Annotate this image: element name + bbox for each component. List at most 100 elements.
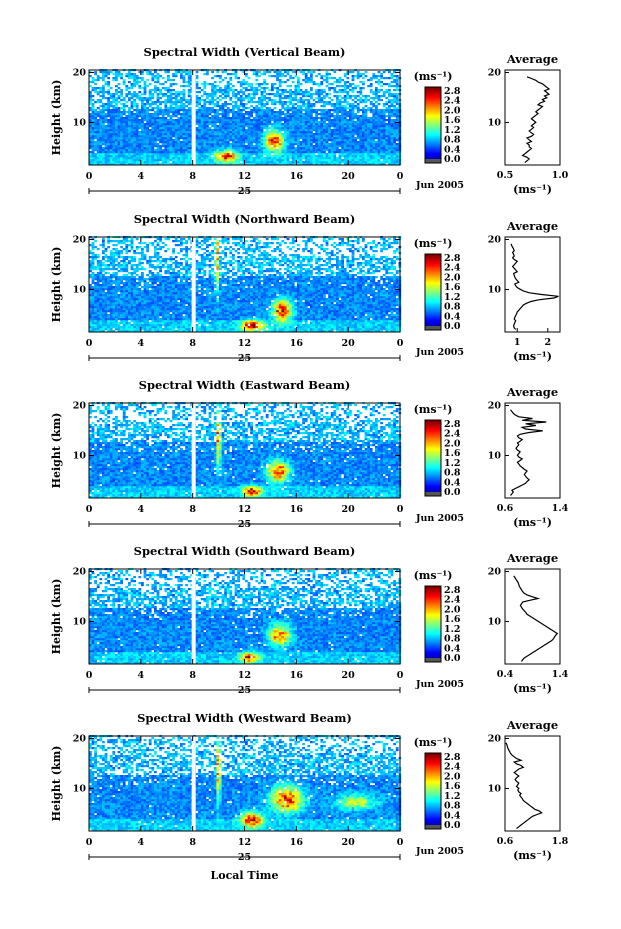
average-title: Average — [506, 52, 558, 66]
x-tick-label: 16 — [290, 837, 304, 848]
data-gap — [192, 237, 196, 332]
y-tick-label: 20 — [73, 235, 87, 246]
x-tick-label: 8 — [189, 670, 196, 681]
x-tick-label: 16 — [290, 670, 304, 681]
x-tick-label: 20 — [342, 504, 356, 515]
colorbar-tick-label: 0.8 — [444, 801, 461, 812]
colorbar-tick-label: 2.0 — [444, 272, 461, 283]
average-unit: (ms⁻¹) — [513, 350, 552, 363]
colorbar-unit: (ms⁻¹) — [414, 569, 453, 582]
colorbar-tick-label: 0.4 — [444, 643, 461, 654]
colorbar-tick-label: 0.0 — [444, 154, 461, 165]
average-x-tick-label: 1.8 — [552, 836, 569, 847]
x-tick-label: 8 — [189, 504, 196, 515]
x-tick-label: 4 — [138, 338, 145, 349]
average-y-tick-label: 10 — [488, 451, 502, 462]
x-tick-label: 0 — [397, 338, 404, 349]
x-tick-label: 8 — [189, 171, 196, 182]
average-frame — [505, 569, 560, 664]
average-frame — [505, 403, 560, 498]
average-y-tick-label: 20 — [488, 68, 502, 79]
panel-4: Spectral Width (Southward Beam)1020Heigh… — [50, 544, 569, 696]
colorbar-tick-label: 0.8 — [444, 302, 461, 313]
average-x-tick-label: 1 — [514, 337, 521, 348]
colorbar-tick-label: 0.8 — [444, 468, 461, 479]
average-profile-line — [506, 743, 542, 829]
x-tick-label: 0 — [86, 338, 93, 349]
date-label: Jun 2005 — [415, 679, 464, 690]
data-gap — [192, 569, 196, 664]
x-tick-label: 16 — [290, 338, 304, 349]
colorbar-tick-label: 1.6 — [444, 781, 461, 792]
x-tick-label: 20 — [342, 837, 356, 848]
colorbar-unit: (ms⁻¹) — [414, 736, 453, 749]
x-axis-label: Local Time — [211, 869, 279, 882]
date-label: Jun 2005 — [415, 347, 464, 358]
average-title: Average — [506, 385, 558, 399]
colorbar-unit: (ms⁻¹) — [414, 403, 453, 416]
date-label: Jun 2005 — [415, 180, 464, 191]
x-tick-label: 0 — [397, 670, 404, 681]
x-tick-label: 4 — [138, 670, 145, 681]
average-x-tick-label: 1.4 — [552, 669, 569, 680]
colorbar — [425, 420, 441, 497]
colorbar-tick-label: 1.6 — [444, 115, 461, 126]
average-x-tick-label: 2 — [544, 337, 551, 348]
colorbar-tick-label: 2.8 — [444, 253, 461, 264]
colorbar-tick-label: 0.0 — [444, 487, 461, 498]
panel-3: Spectral Width (Eastward Beam)1020Height… — [50, 378, 569, 530]
colorbar-tick-label: 2.0 — [444, 604, 461, 615]
x-tick-label: 12 — [238, 171, 251, 182]
average-profile-line — [514, 576, 558, 662]
average-x-tick-label: 1.4 — [552, 503, 569, 514]
colorbar-tick-label: 2.4 — [444, 96, 461, 107]
y-tick-label: 10 — [73, 617, 87, 628]
colorbar — [425, 753, 441, 830]
day-label: 25 — [238, 353, 251, 364]
colorbar-tick-label: 2.0 — [444, 105, 461, 116]
colorbar-tick-label: 0.0 — [444, 653, 461, 664]
y-tick-label: 10 — [73, 784, 87, 795]
spectral-width-figure: Spectral Width (Vertical Beam)1020Height… — [0, 0, 621, 929]
average-x-tick-label: 0.5 — [497, 170, 514, 181]
x-tick-label: 0 — [397, 837, 404, 848]
y-axis-label: Height (km) — [50, 413, 63, 489]
average-unit: (ms⁻¹) — [513, 516, 552, 529]
panel-title: Spectral Width (Vertical Beam) — [144, 45, 346, 59]
x-tick-label: 4 — [138, 837, 145, 848]
average-y-tick-label: 20 — [488, 401, 502, 412]
average-x-tick-label: 0.4 — [497, 669, 514, 680]
average-y-tick-label: 10 — [488, 784, 502, 795]
x-tick-label: 20 — [342, 171, 356, 182]
panel-1: Spectral Width (Vertical Beam)1020Height… — [50, 45, 569, 197]
y-tick-label: 10 — [73, 451, 87, 462]
x-tick-label: 12 — [238, 837, 251, 848]
colorbar-tick-label: 1.6 — [444, 282, 461, 293]
y-tick-label: 20 — [73, 401, 87, 412]
colorbar-tick-label: 0.4 — [444, 144, 461, 155]
panel-5: Spectral Width (Westward Beam)1020Height… — [50, 711, 569, 863]
colorbar-tick-label: 2.8 — [444, 419, 461, 430]
y-axis-label: Height (km) — [50, 746, 63, 822]
x-tick-label: 0 — [86, 670, 93, 681]
x-tick-label: 0 — [86, 504, 93, 515]
x-tick-label: 4 — [138, 171, 145, 182]
average-unit: (ms⁻¹) — [513, 849, 552, 862]
average-y-tick-label: 10 — [488, 617, 502, 628]
colorbar-tick-label: 0.4 — [444, 311, 461, 322]
day-label: 25 — [238, 519, 251, 530]
day-label: 25 — [238, 852, 251, 863]
x-tick-label: 0 — [397, 171, 404, 182]
colorbar-tick-label: 1.2 — [444, 292, 461, 303]
average-unit: (ms⁻¹) — [513, 183, 552, 196]
colorbar — [425, 87, 441, 164]
colorbar-tick-label: 0.4 — [444, 810, 461, 821]
colorbar-tick-label: 2.8 — [444, 752, 461, 763]
x-tick-label: 8 — [189, 837, 196, 848]
colorbar-tick-label: 0.0 — [444, 321, 461, 332]
day-label: 25 — [238, 685, 251, 696]
x-tick-label: 8 — [189, 338, 196, 349]
colorbar-tick-label: 1.6 — [444, 614, 461, 625]
colorbar-tick-label: 0.8 — [444, 634, 461, 645]
colorbar — [425, 586, 441, 663]
